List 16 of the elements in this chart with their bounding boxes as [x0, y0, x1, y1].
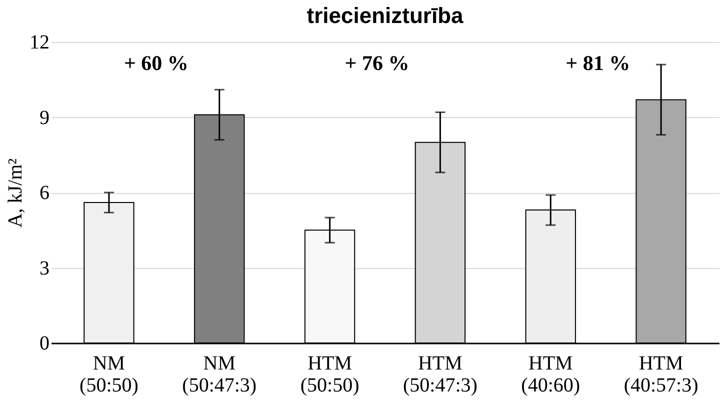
- annotation: + 60 %: [124, 51, 188, 75]
- x-tick-label: NM (50:47:3): [182, 352, 257, 396]
- x-tick-label: HTM (50:47:3): [402, 352, 478, 396]
- x-tick-label: HTM (50:50): [300, 352, 360, 396]
- annotation: + 76 %: [344, 51, 410, 75]
- y-axis-title: A, kJ/m²: [4, 158, 26, 228]
- y-tick-label: 3: [40, 257, 50, 280]
- x-tick-label: HTM (40:57:3): [624, 352, 698, 396]
- annotation: + 81 %: [566, 51, 630, 75]
- chart-title: triecienizturība: [306, 3, 464, 28]
- x-tick-label: HTM (40:60): [521, 352, 580, 396]
- y-tick-label: 6: [40, 182, 50, 204]
- x-tick-label: NM (50:50): [80, 352, 138, 396]
- y-tick-label: 9: [40, 106, 50, 129]
- y-tick-label: 0: [40, 332, 50, 354]
- y-tick-label: 12: [30, 32, 50, 54]
